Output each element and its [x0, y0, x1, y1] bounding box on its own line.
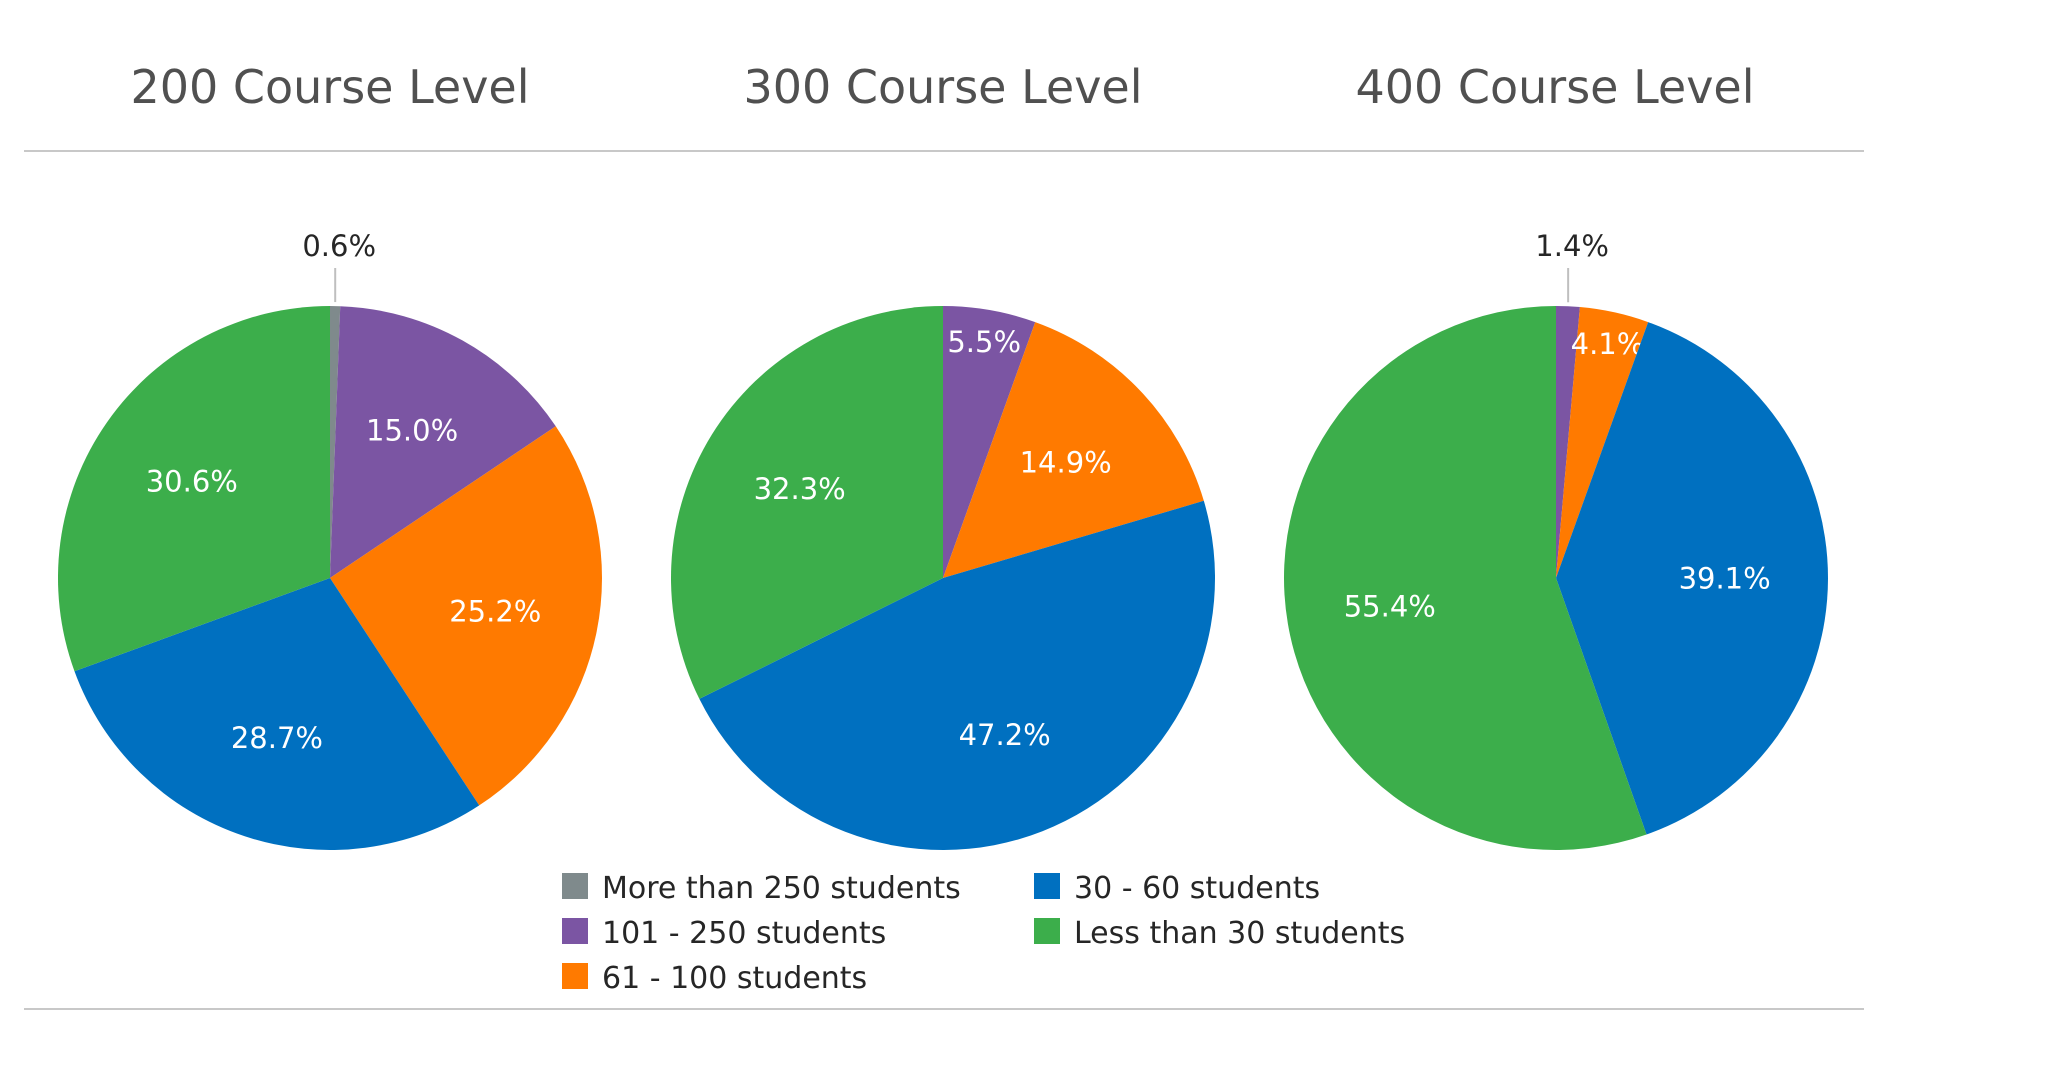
chart-title-400: 400 Course Level — [1355, 60, 1754, 114]
pie-200-label-30-60: 28.7% — [231, 721, 323, 755]
chart-title-200: 200 Course Level — [130, 60, 529, 114]
legend-swatch-more-than-250 — [562, 873, 588, 899]
pie-200-label-more-than-250: 0.6% — [302, 229, 376, 263]
pie-200-slice-61-100 — [330, 426, 602, 806]
pie-400-slice-101-250 — [1556, 306, 1580, 578]
pie-200-slice-101-250 — [330, 306, 556, 578]
pie-400-label-61-100: 4.1% — [1571, 327, 1645, 361]
pie-300-slice-30-60 — [699, 500, 1216, 851]
pie-300-slice-less-than-30 — [670, 306, 943, 699]
pie-200-slice-more-than-250 — [330, 306, 341, 578]
legend-label-101-250: 101 - 250 students — [602, 916, 886, 951]
pie-200-label-less-than-30: 30.6% — [146, 464, 238, 498]
pie-400-slice-less-than-30 — [1283, 306, 1647, 850]
chart-title-300: 300 Course Level — [743, 60, 1142, 114]
pie-200-label-101-250: 15.0% — [366, 414, 458, 448]
pie-400-label-30-60: 39.1% — [1679, 562, 1771, 596]
pie-400-label-less-than-30: 55.4% — [1344, 589, 1436, 623]
pie-200-slice-less-than-30 — [57, 306, 331, 672]
pie-300-slice-101-250 — [943, 306, 1036, 578]
legend: More than 250 students 101 - 250 student… — [562, 871, 1405, 996]
pie-200-slice-30-60 — [74, 578, 480, 851]
legend-swatch-61-100 — [562, 963, 588, 989]
legend-label-30-60: 30 - 60 students — [1074, 871, 1320, 906]
legend-label-61-100: 61 - 100 students — [602, 961, 867, 996]
pies-group: 0.6% 15.0% 25.2% 28.7% 30.6% 5.5% 14.9% 47.2% 32… — [57, 229, 1828, 851]
pie-300-label-less-than-30: 32.3% — [754, 472, 846, 506]
pie-200-label-61-100: 25.2% — [449, 594, 541, 628]
pie-400-label-101-250: 1.4% — [1535, 229, 1609, 263]
pie-400-slice-61-100 — [1556, 307, 1649, 578]
legend-swatch-less-than-30 — [1034, 918, 1060, 944]
pie-300-label-101-250: 5.5% — [947, 325, 1021, 359]
legend-label-less-than-30: Less than 30 students — [1074, 916, 1405, 951]
legend-swatch-30-60 — [1034, 873, 1060, 899]
pie-300-label-30-60: 47.2% — [959, 718, 1051, 752]
legend-label-more-than-250: More than 250 students — [602, 871, 961, 906]
pie-300-slice-61-100 — [943, 322, 1204, 578]
legend-swatch-101-250 — [562, 918, 588, 944]
pie-400-slice-30-60 — [1556, 322, 1828, 835]
pie-300-label-61-100: 14.9% — [1020, 445, 1112, 479]
